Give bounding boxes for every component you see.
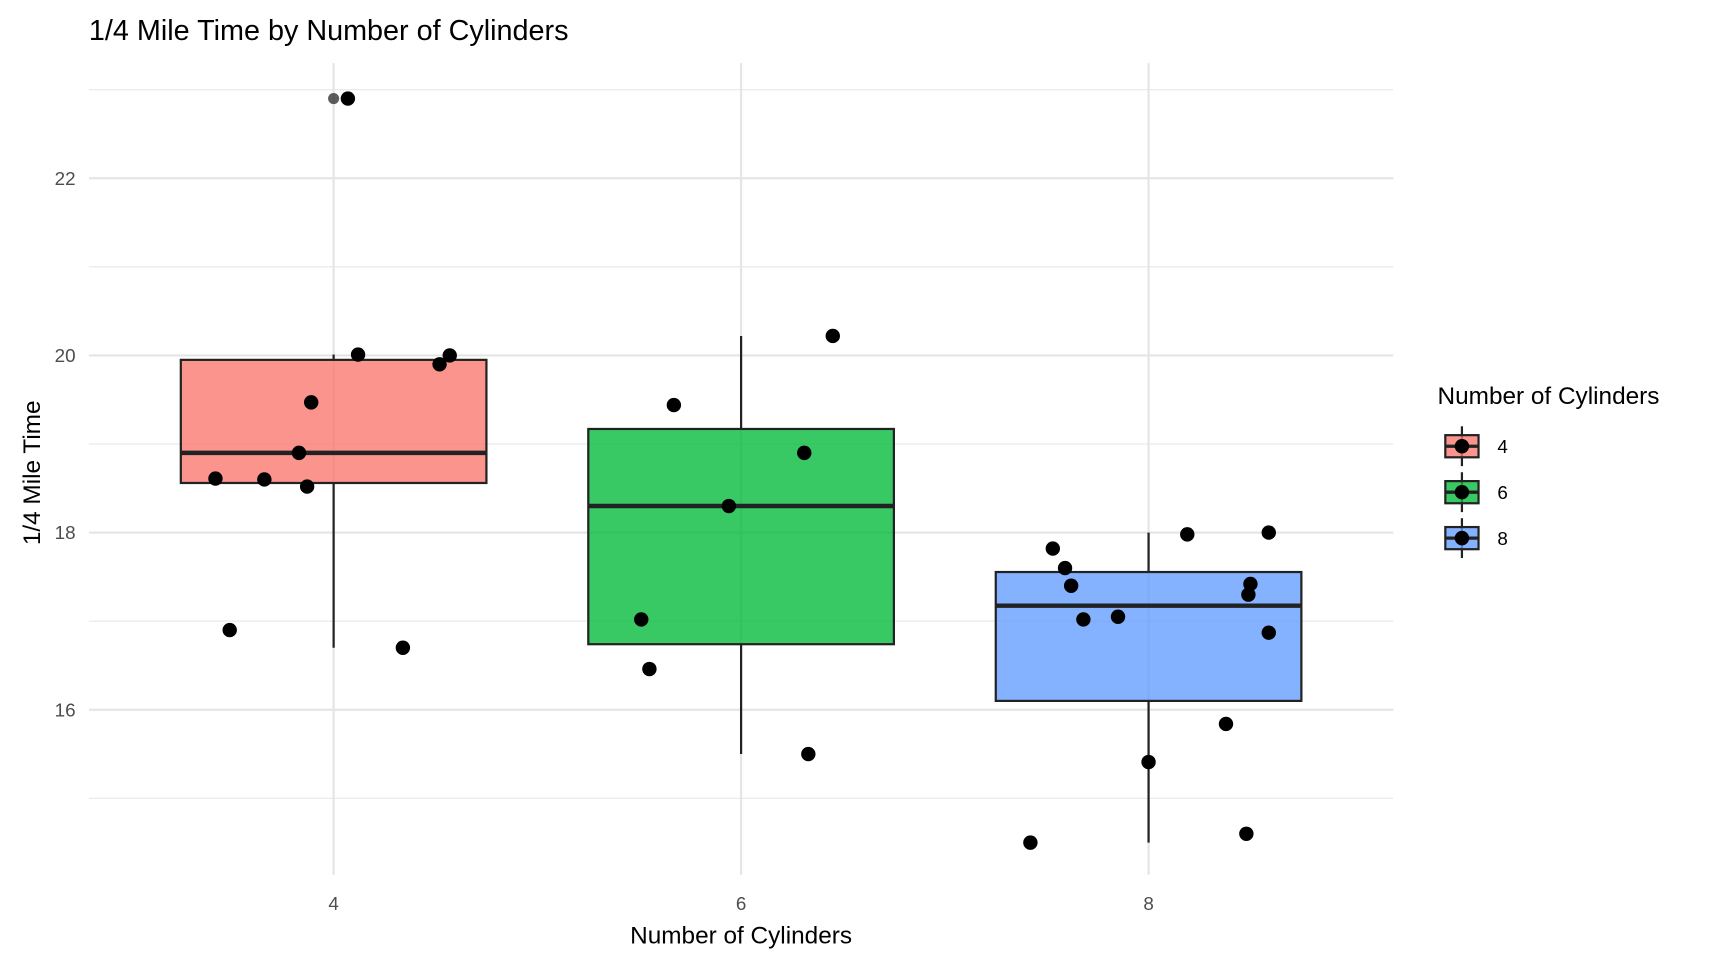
data-point (304, 395, 319, 410)
data-point (1110, 609, 1126, 624)
y-tick-label: 22 (55, 168, 76, 189)
data-point (642, 661, 657, 677)
axes: 16 18 20 22 4 6 8 (55, 168, 1154, 914)
legend-point (1454, 484, 1470, 500)
data-point (257, 472, 272, 487)
data-point (721, 498, 737, 514)
data-point (299, 479, 315, 494)
box-group-6 (587, 335, 896, 755)
box (587, 427, 896, 646)
data-point (1261, 525, 1276, 540)
legend-point (1454, 530, 1470, 546)
legend-label: 8 (1497, 528, 1507, 549)
data-point (666, 397, 682, 413)
data-point (1023, 835, 1038, 850)
y-tick-label: 20 (55, 345, 76, 366)
data-point (1241, 587, 1256, 602)
data-point (208, 471, 223, 486)
x-tick-label: 6 (736, 893, 746, 914)
data-point (1076, 612, 1091, 627)
y-tick-label: 16 (55, 699, 76, 720)
chart-title: 1/4 Mile Time by Number of Cylinders (89, 15, 569, 47)
outlier-point (328, 93, 340, 105)
box-group-4 (179, 93, 488, 648)
data-point (1180, 527, 1195, 542)
legend-point (1454, 439, 1470, 454)
data-point (1045, 541, 1061, 556)
y-tick-label: 18 (55, 522, 76, 543)
data-point (442, 348, 457, 363)
data-point (340, 91, 356, 106)
x-axis-label: Number of Cylinders (630, 922, 852, 949)
data-point (797, 445, 812, 461)
data-point (801, 746, 816, 762)
data-point (432, 357, 447, 372)
data-point (395, 640, 411, 655)
data-point (1239, 826, 1254, 841)
data-point (1141, 754, 1156, 770)
data-point (222, 622, 237, 638)
box (994, 570, 1303, 703)
points (208, 91, 1276, 850)
data-point (1057, 560, 1073, 576)
legend-key-4: 4 (1444, 426, 1508, 467)
data-point (1218, 716, 1234, 732)
legend-label: 4 (1497, 436, 1507, 457)
x-tick-label: 8 (1143, 893, 1153, 914)
data-point (634, 612, 649, 627)
data-point (350, 347, 366, 362)
data-point (825, 328, 840, 344)
legend-key-8: 8 (1444, 518, 1508, 559)
legend: Number of Cylinders 4 6 8 (1438, 383, 1660, 559)
data-point (1243, 576, 1258, 592)
data-point (1063, 578, 1079, 593)
data-point (1261, 625, 1276, 640)
legend-title: Number of Cylinders (1438, 383, 1660, 410)
y-axis-label: 1/4 Mile Time (19, 400, 46, 545)
data-point (291, 445, 307, 461)
x-tick-label: 4 (328, 893, 338, 914)
legend-key-6: 6 (1444, 472, 1508, 513)
box (179, 358, 488, 485)
legend-label: 6 (1497, 482, 1507, 503)
